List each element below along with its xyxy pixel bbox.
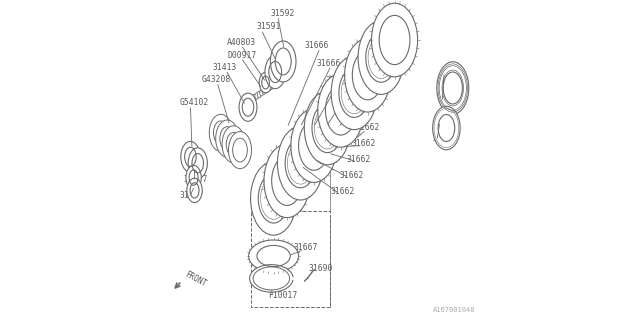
Ellipse shape <box>257 91 261 98</box>
Ellipse shape <box>267 85 271 91</box>
Ellipse shape <box>228 132 252 169</box>
Text: 31666: 31666 <box>335 108 360 117</box>
Text: 31377: 31377 <box>184 175 209 184</box>
Text: 31377: 31377 <box>180 191 204 200</box>
Ellipse shape <box>187 178 202 203</box>
Text: G43208: G43208 <box>202 75 231 84</box>
Ellipse shape <box>433 106 460 150</box>
Ellipse shape <box>262 88 266 94</box>
Text: 31666: 31666 <box>332 92 356 101</box>
Ellipse shape <box>181 141 200 172</box>
Text: 31666: 31666 <box>317 59 341 68</box>
Text: 31667: 31667 <box>294 243 318 252</box>
Text: 31662: 31662 <box>347 155 371 164</box>
Text: 31662: 31662 <box>356 123 380 132</box>
Ellipse shape <box>344 38 390 112</box>
Text: 31690: 31690 <box>308 264 333 273</box>
Ellipse shape <box>251 162 297 235</box>
Ellipse shape <box>436 62 468 114</box>
Ellipse shape <box>332 56 378 130</box>
Ellipse shape <box>249 240 298 272</box>
Text: A40803: A40803 <box>227 38 257 47</box>
Ellipse shape <box>186 165 201 190</box>
Text: A167001048: A167001048 <box>433 308 475 313</box>
Ellipse shape <box>252 94 256 101</box>
Ellipse shape <box>250 265 293 292</box>
Ellipse shape <box>259 72 272 93</box>
Text: 31413: 31413 <box>212 63 237 72</box>
Text: 31662: 31662 <box>330 187 355 196</box>
Text: 31643: 31643 <box>438 95 463 104</box>
Text: 31662: 31662 <box>352 139 376 148</box>
Ellipse shape <box>222 126 245 163</box>
Text: F10017: F10017 <box>268 291 298 300</box>
Ellipse shape <box>264 144 310 218</box>
Ellipse shape <box>209 114 232 151</box>
Ellipse shape <box>278 126 324 200</box>
Ellipse shape <box>239 93 257 121</box>
Text: 31666: 31666 <box>326 76 350 85</box>
Ellipse shape <box>255 93 259 99</box>
Text: 31591: 31591 <box>257 22 282 31</box>
Ellipse shape <box>265 55 285 89</box>
Text: G54102: G54102 <box>180 98 209 107</box>
Ellipse shape <box>305 91 351 165</box>
Ellipse shape <box>358 21 404 94</box>
Ellipse shape <box>317 74 364 147</box>
Ellipse shape <box>188 148 207 179</box>
Ellipse shape <box>371 3 418 77</box>
Text: 31666: 31666 <box>305 41 330 50</box>
Text: D00917: D00917 <box>227 51 257 60</box>
Text: FRONT: FRONT <box>184 270 209 288</box>
Text: 31662: 31662 <box>339 171 364 180</box>
Ellipse shape <box>269 83 273 90</box>
Ellipse shape <box>264 86 268 93</box>
Ellipse shape <box>291 109 337 182</box>
Ellipse shape <box>260 90 264 96</box>
Text: 31592: 31592 <box>270 9 295 18</box>
Ellipse shape <box>270 41 296 82</box>
Ellipse shape <box>216 120 239 157</box>
Text: 31668: 31668 <box>433 134 457 143</box>
